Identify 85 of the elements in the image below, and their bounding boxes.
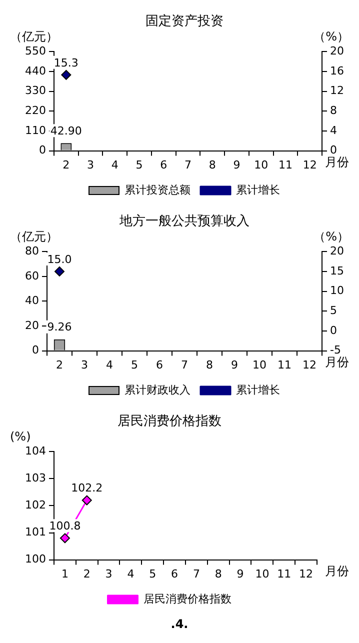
y2-axis-title: （%） (314, 230, 349, 244)
y-tick-label: 104 (24, 444, 46, 458)
y-axis-title: (%) (10, 430, 31, 444)
x-axis-title: 月份 (325, 154, 349, 169)
x-tick-label: 4 (106, 358, 113, 372)
y-tick-label: 80 (24, 244, 39, 258)
x-tick-label: 2 (56, 358, 63, 372)
y2-tick-label: 16 (330, 64, 344, 78)
x-tick-label: 9 (231, 358, 238, 372)
x-tick-label: 2 (83, 567, 90, 580)
x-tick-label: 3 (87, 158, 94, 172)
x-tick-label: 10 (252, 358, 266, 372)
data-label: 42.90 (50, 124, 82, 138)
x-tick-label: 12 (302, 358, 317, 372)
x-tick-label: 6 (160, 158, 168, 172)
chart-title: 居民消费价格指数 (118, 414, 222, 430)
y2-tick-label: 0 (330, 324, 338, 337)
x-tick-label: 5 (149, 567, 156, 580)
legend-label: 累计财政收入 (124, 383, 190, 396)
text: .4. (170, 617, 188, 632)
x-tick-label: 6 (156, 358, 163, 372)
y-tick-label: 0 (38, 144, 46, 157)
x-tick-label: 7 (192, 567, 200, 580)
x-tick-label: 4 (111, 158, 118, 172)
data-label: 15.3 (54, 56, 78, 70)
y-tick-label: 103 (24, 472, 46, 485)
y2-tick-label: 20 (330, 44, 344, 58)
y2-tick-label: 4 (330, 124, 338, 137)
y-axis-title: （亿元） (10, 30, 58, 44)
chart-title: 地方一般公共预算收入 (118, 213, 250, 230)
y2-tick-label: 12 (330, 84, 344, 98)
y-tick-label: 40 (24, 294, 39, 308)
y-tick-label: 20 (24, 318, 39, 332)
x-tick-label: 8 (214, 567, 222, 580)
y-tick-label: 0 (32, 344, 39, 357)
x-tick-label: 12 (299, 567, 314, 580)
x-tick-label: 6 (171, 567, 178, 580)
y-axis-title: （亿元） (10, 230, 58, 244)
x-tick-label: 7 (181, 358, 188, 372)
x-tick-label: 3 (105, 567, 112, 580)
data-label: 102.2 (71, 482, 103, 495)
y-tick-label: 101 (24, 526, 46, 539)
y2-tick-label: -5 (330, 344, 341, 357)
x-tick-label: 10 (254, 158, 268, 172)
y2-tick-label: 5 (330, 304, 338, 317)
y2-axis-title: （%） (314, 30, 349, 44)
legend-label: 居民消费价格指数 (143, 592, 232, 606)
y-tick-label: 102 (24, 498, 46, 512)
x-tick-label: 11 (278, 358, 292, 372)
x-tick-label: 7 (184, 158, 192, 172)
y-tick-label: 60 (24, 269, 39, 282)
x-axis-title: 月份 (325, 354, 349, 369)
x-tick-label: 9 (233, 158, 240, 172)
y-tick-label: 220 (24, 104, 46, 117)
chart-title: 固定资产投资 (146, 14, 224, 30)
x-tick-label: 8 (208, 158, 216, 172)
x-tick-label: 8 (206, 358, 213, 372)
y-tick-label: 330 (24, 84, 46, 98)
legend-label: 累计投资总额 (124, 183, 190, 196)
y2-tick-label: 15 (330, 264, 344, 278)
x-tick-label: 3 (81, 358, 88, 372)
data-label: 100.8 (49, 520, 81, 533)
y-tick-label: 100 (24, 552, 46, 566)
y2-tick-label: 10 (330, 284, 344, 298)
y2-tick-label: 20 (330, 244, 344, 258)
legend-label: 累计增长 (236, 383, 280, 396)
y-tick-label: 550 (24, 44, 46, 58)
y2-tick-label: 8 (330, 104, 338, 117)
y-tick-label: 440 (24, 64, 46, 78)
x-tick-label: 5 (136, 158, 143, 172)
x-axis-title: 月份 (325, 564, 349, 578)
x-tick-label: 4 (127, 567, 134, 580)
x-tick-label: 5 (131, 358, 138, 372)
x-tick-label: 2 (62, 158, 70, 172)
x-tick-label: 9 (236, 567, 244, 580)
x-tick-label: 12 (302, 158, 317, 172)
x-tick-label: 11 (277, 567, 292, 580)
y-tick-label: 110 (24, 124, 46, 137)
x-tick-label: 11 (278, 158, 292, 172)
x-tick-label: 10 (255, 567, 270, 580)
y2-tick-label: 0 (330, 144, 338, 157)
data-label: 9.26 (47, 320, 72, 334)
x-tick-label: 1 (61, 567, 68, 580)
legend-label: 累计增长 (236, 183, 280, 196)
data-label: 15.0 (47, 252, 72, 266)
